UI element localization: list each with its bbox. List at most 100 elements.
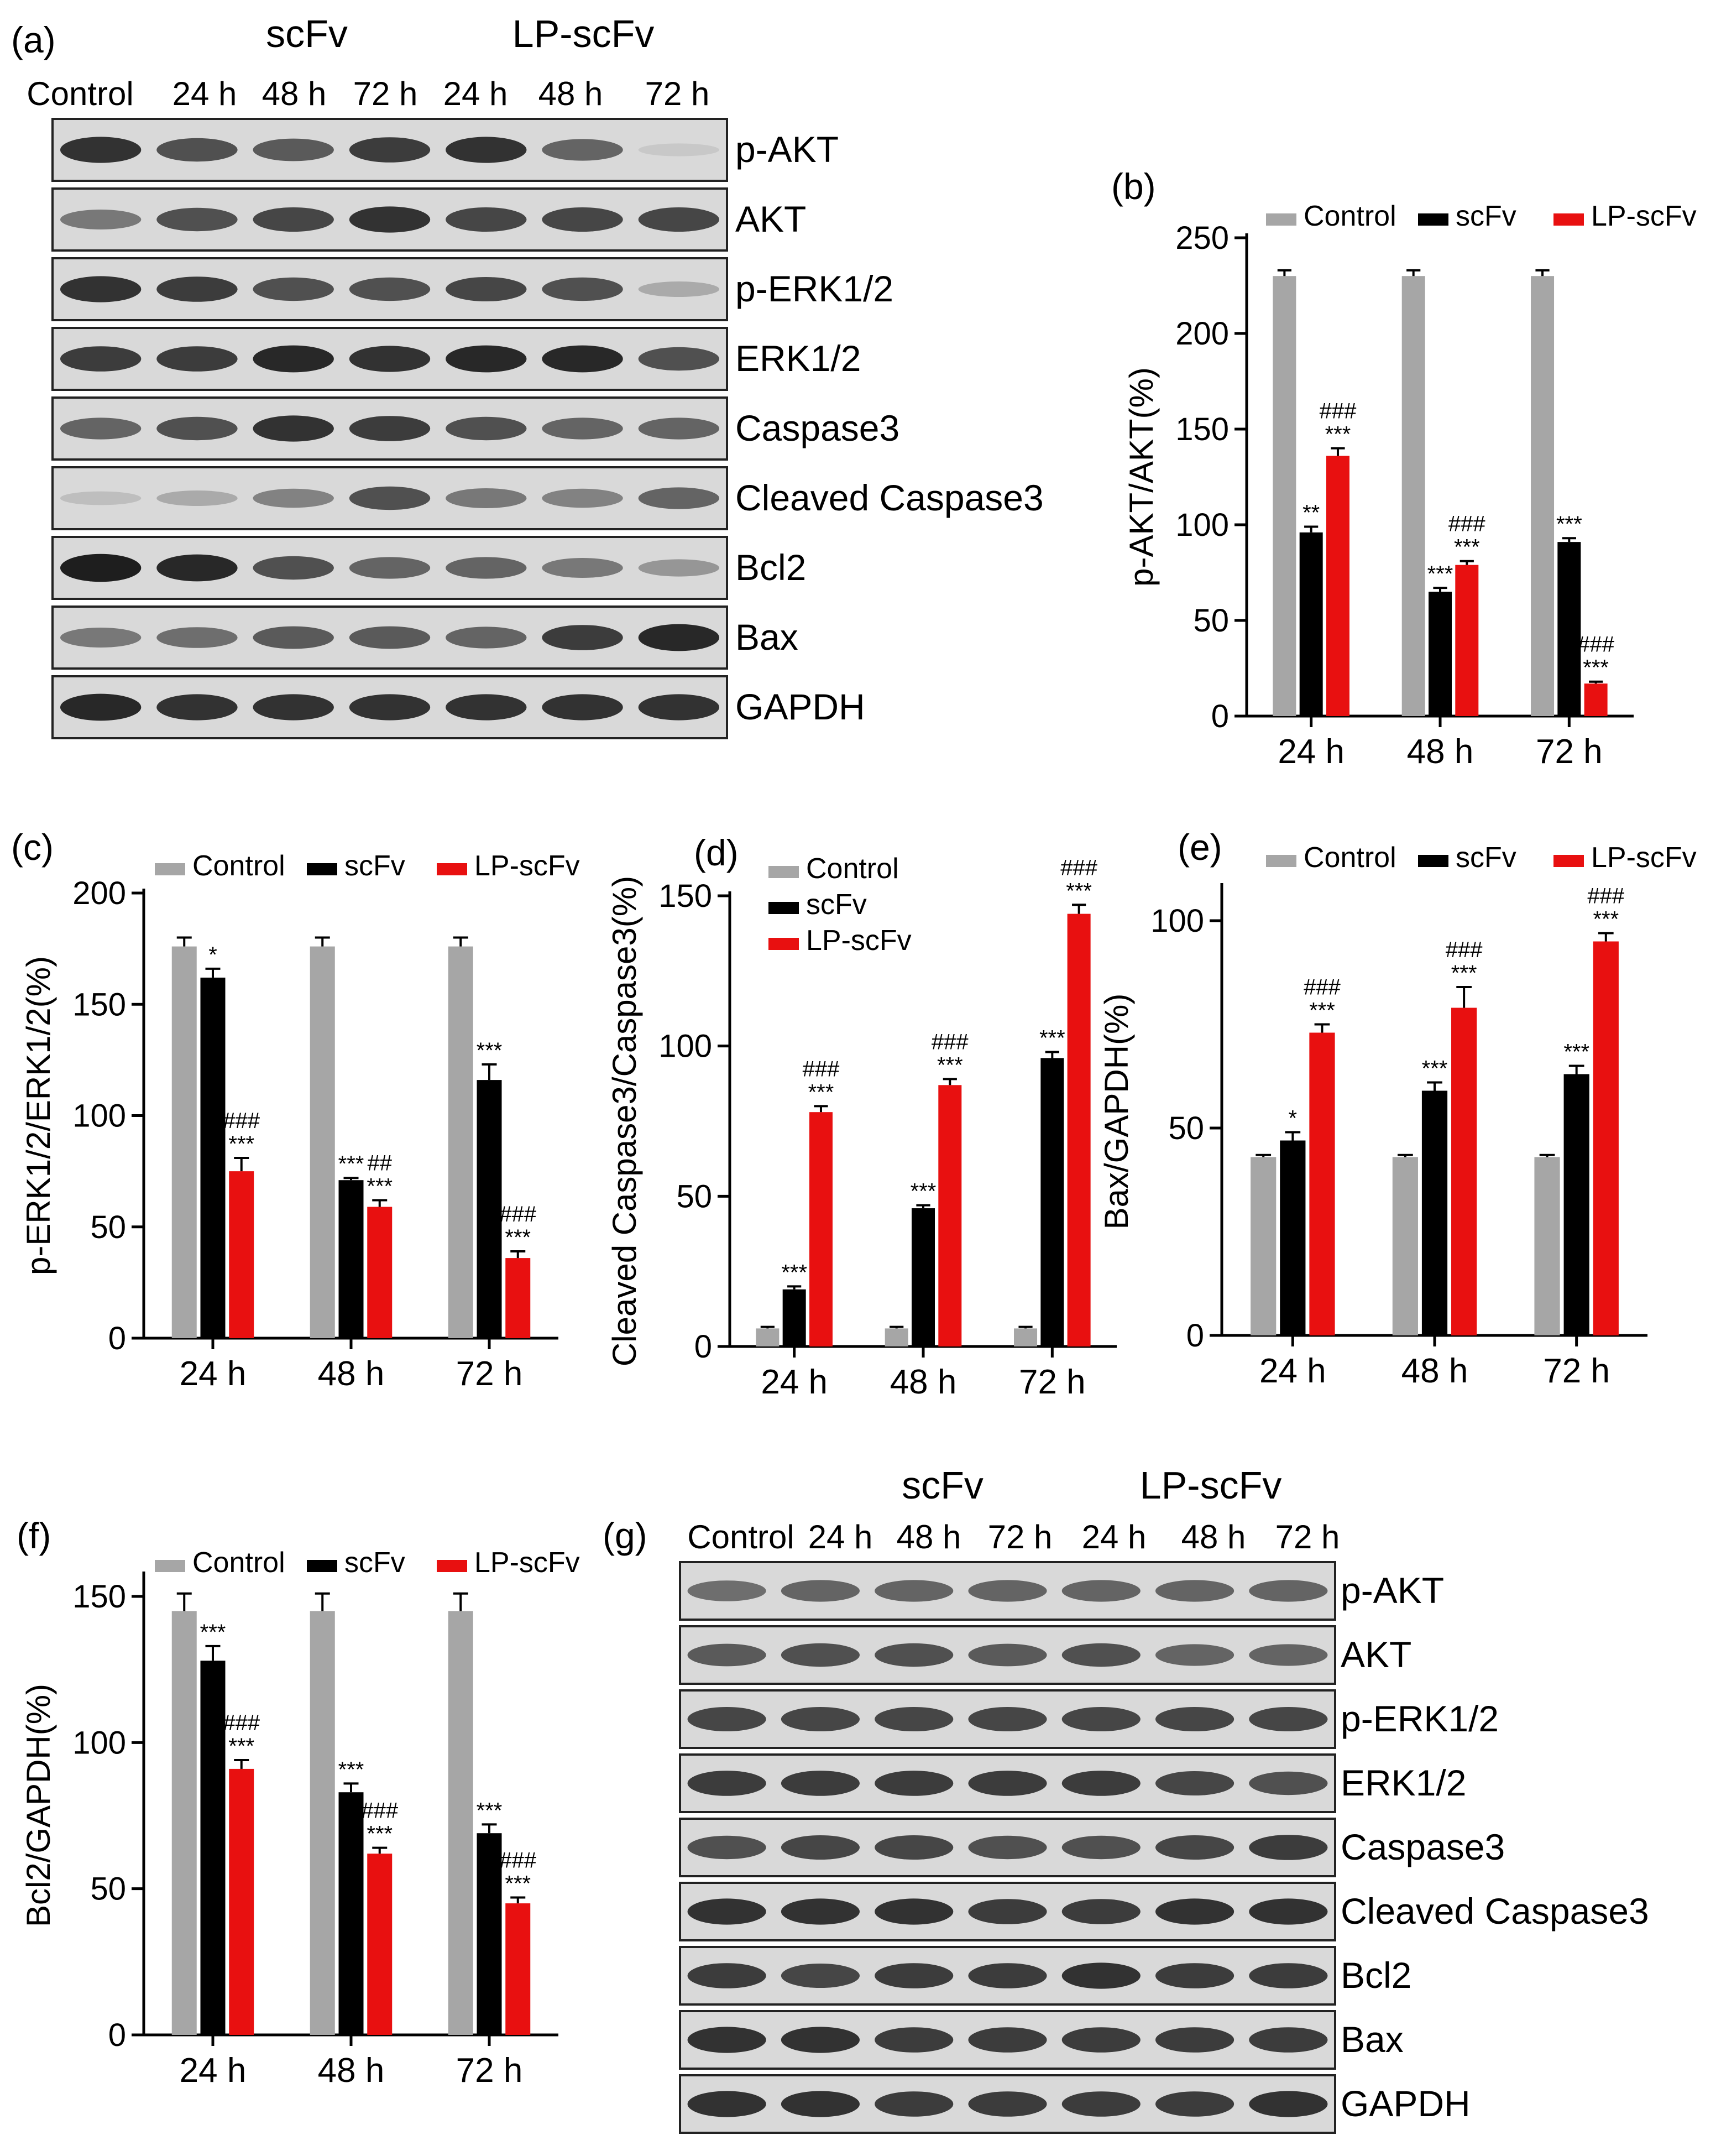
blot-band [349, 694, 431, 721]
blot-band [1249, 2091, 1328, 2117]
panel-label: (b) [1111, 166, 1156, 207]
blot-band [687, 2091, 766, 2117]
significance-hash: ### [932, 1030, 969, 1054]
blot-band [542, 345, 623, 373]
blot-band [1061, 1771, 1141, 1796]
blot-band [253, 626, 334, 649]
significance-hash: ### [499, 1849, 536, 1873]
blot-band [446, 345, 527, 373]
bar [938, 1085, 962, 1346]
blot-lane-label: 72 h [645, 75, 710, 112]
x-tick-label: 72 h [1543, 1352, 1610, 1390]
bar [200, 1661, 226, 2035]
blot-band [1155, 1898, 1234, 1925]
blot-band [1061, 1899, 1141, 1924]
blot-band [446, 207, 527, 232]
legend-swatch [437, 863, 467, 875]
blot-row-label: ERK1/2 [735, 338, 861, 379]
legend-label: scFv [344, 850, 405, 882]
blot-band [1061, 1962, 1141, 1989]
blot-band [687, 1963, 766, 1988]
blot-band [60, 554, 142, 582]
legend-swatch [768, 866, 799, 878]
blot-band [1155, 2027, 1234, 2053]
blot-band [687, 1771, 766, 1796]
blot-band [446, 557, 527, 579]
significance-star: ** [1302, 500, 1320, 525]
blot-band [446, 694, 527, 721]
legend-label: Control [192, 850, 285, 882]
significance-star: *** [1066, 879, 1092, 903]
blot-band [638, 207, 720, 232]
blot-band [1061, 2027, 1141, 2053]
significance-star: *** [367, 1174, 393, 1198]
blot-band [968, 1963, 1047, 1988]
blot-band [156, 490, 238, 506]
y-axis-title: p-ERK1/2/ERK1/2(%) [20, 956, 57, 1275]
bar [885, 1328, 908, 1346]
blot-band [968, 1643, 1047, 1667]
blot-band [638, 624, 720, 651]
blot-band [446, 488, 527, 508]
legend-swatch [307, 1560, 337, 1572]
blot-row-label: p-AKT [1341, 1570, 1444, 1611]
x-tick-label: 24 h [761, 1363, 828, 1401]
bar [1429, 592, 1452, 716]
significance-star: *** [1427, 562, 1453, 586]
bar [1421, 1090, 1448, 1335]
legend-swatch [1553, 855, 1584, 867]
bar [1299, 532, 1323, 716]
significance-star: *** [1556, 512, 1582, 536]
blot-lane-label: 24 h [443, 75, 508, 112]
significance-hash: ### [1577, 633, 1614, 657]
blot-band [156, 554, 238, 582]
blot-band [542, 558, 623, 578]
significance-star: *** [1422, 1057, 1448, 1081]
blot-band [156, 694, 238, 721]
blot-band [781, 2027, 860, 2053]
blot-band [542, 625, 623, 650]
blot-row-label: p-AKT [735, 129, 839, 170]
y-axis-title: p-AKT/AKT(%) [1123, 367, 1160, 587]
significance-hash: ### [1587, 884, 1624, 909]
blot-band [781, 1771, 860, 1796]
blot-lane-label: 72 h [1275, 1518, 1340, 1555]
blot-band [156, 276, 238, 302]
significance-star: *** [477, 1038, 503, 1063]
bar [1309, 1032, 1335, 1335]
legend-label: LP-scFv [1591, 842, 1697, 874]
legend-label: scFv [806, 889, 867, 921]
panel-label: (c) [11, 827, 54, 868]
blot-band [60, 210, 142, 229]
x-tick-label: 72 h [1019, 1363, 1086, 1401]
western-blot: scFv LP-scFv Control 24 h 48 h 72 h 24 h 48 h 72… [27, 12, 1044, 739]
bar [505, 1903, 531, 2035]
blot-lane-label: 24 h [1082, 1518, 1147, 1555]
blot-band [875, 1707, 954, 1731]
blot-band [253, 277, 334, 301]
x-tick-label: 24 h [1278, 733, 1345, 771]
legend-swatch [307, 863, 337, 875]
blot-band [1249, 1707, 1328, 1731]
bar [1534, 1157, 1560, 1335]
blot-band [781, 1707, 860, 1731]
x-tick-label: 24 h [180, 2051, 247, 2090]
blot-row-label: AKT [735, 199, 806, 239]
significance-hash: ### [223, 1711, 260, 1735]
panel-label: (a) [11, 19, 56, 60]
x-tick-label: 24 h [180, 1355, 247, 1393]
significance-star: *** [338, 1757, 364, 1782]
bar [229, 1171, 254, 1338]
blot-lane-label: 72 h [988, 1518, 1053, 1555]
x-tick-label: 48 h [318, 1355, 385, 1393]
bar [477, 1080, 502, 1338]
y-tick-label: 50 [90, 1209, 126, 1245]
blot-band [875, 1771, 954, 1796]
significance-star: *** [1039, 1026, 1065, 1051]
blot-row-label: Bcl2 [735, 547, 806, 588]
y-tick-label: 200 [1175, 316, 1229, 352]
legend-swatch [1266, 855, 1296, 867]
significance-star: *** [228, 1132, 254, 1156]
significance-star: *** [338, 1152, 364, 1176]
blot-row-label: AKT [1341, 1634, 1411, 1675]
